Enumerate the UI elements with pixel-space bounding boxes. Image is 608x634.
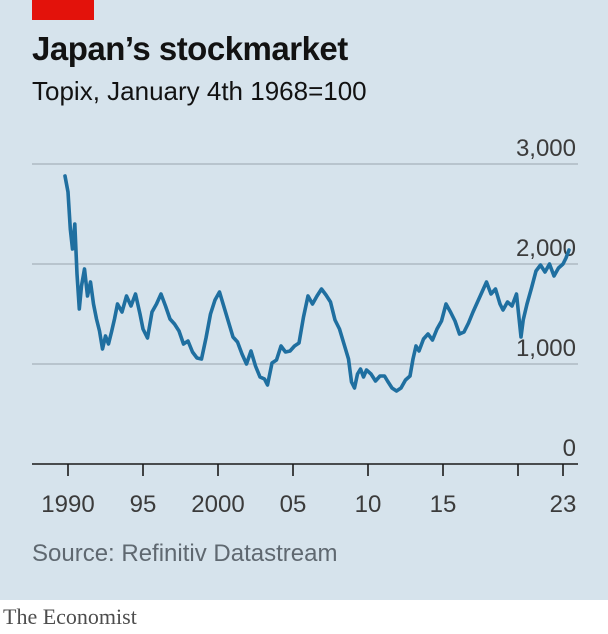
series-line-topix [63,174,571,393]
x-tick-label: 05 [280,491,307,518]
source-note: Source: Refinitiv Datastream [32,540,338,567]
chart-title: Japan’s stockmarket [32,30,348,67]
chart-panel [0,0,608,600]
grid-lines [32,163,578,465]
chart-subtitle: Topix, January 4th 1968=100 [32,76,367,106]
x-tick-label: 23 [550,491,577,518]
x-axis: 1990 95 2000 05 10 15 23 [41,464,576,518]
x-tick-label: 1990 [41,491,94,518]
series-layer [63,174,571,393]
y-tick-label: 0 [563,435,576,462]
x-tick-label: 15 [430,491,457,518]
y-tick-label: 3,000 [516,135,576,162]
brand-red-tag [32,0,94,20]
x-tick-label: 10 [355,491,382,518]
y-tick-label: 1,000 [516,335,576,362]
x-tick-label: 95 [130,491,157,518]
x-tick-label: 2000 [191,491,244,518]
publisher-logo: The Economist [3,604,137,629]
